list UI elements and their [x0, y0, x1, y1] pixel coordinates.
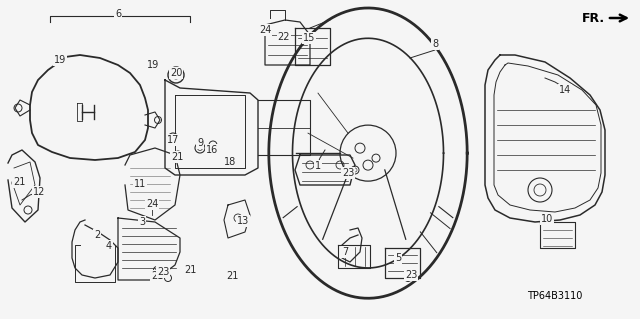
Text: 23: 23: [405, 270, 417, 280]
Text: 19: 19: [147, 60, 159, 70]
Text: 23: 23: [342, 168, 354, 178]
Text: 4: 4: [106, 241, 112, 251]
Text: 12: 12: [33, 187, 45, 197]
Text: TP64B3110: TP64B3110: [527, 291, 582, 301]
Text: 10: 10: [541, 214, 553, 224]
Text: 1: 1: [315, 161, 321, 171]
Text: 3: 3: [139, 217, 145, 227]
Text: 19: 19: [54, 55, 66, 65]
Text: 15: 15: [303, 33, 315, 43]
Text: 6: 6: [115, 9, 121, 19]
Text: 2: 2: [94, 230, 100, 240]
Text: 14: 14: [559, 85, 571, 95]
Text: 13: 13: [237, 216, 249, 226]
Text: FR.: FR.: [582, 11, 605, 25]
Text: 21: 21: [13, 177, 25, 187]
Text: 21: 21: [184, 265, 196, 275]
Text: 24: 24: [146, 199, 158, 209]
Text: 16: 16: [206, 145, 218, 155]
Text: 7: 7: [342, 247, 348, 257]
Text: 18: 18: [224, 157, 236, 167]
Text: 21: 21: [171, 152, 183, 162]
Text: 23: 23: [157, 267, 169, 277]
Text: 22: 22: [278, 32, 291, 42]
Text: 21: 21: [151, 271, 163, 281]
Text: 8: 8: [432, 39, 438, 49]
Text: 5: 5: [395, 253, 401, 263]
Text: 9: 9: [197, 138, 203, 148]
Text: 11: 11: [134, 179, 146, 189]
Text: 24: 24: [259, 25, 271, 35]
Text: 20: 20: [170, 68, 182, 78]
Text: 21: 21: [226, 271, 238, 281]
Text: 17: 17: [167, 135, 179, 145]
